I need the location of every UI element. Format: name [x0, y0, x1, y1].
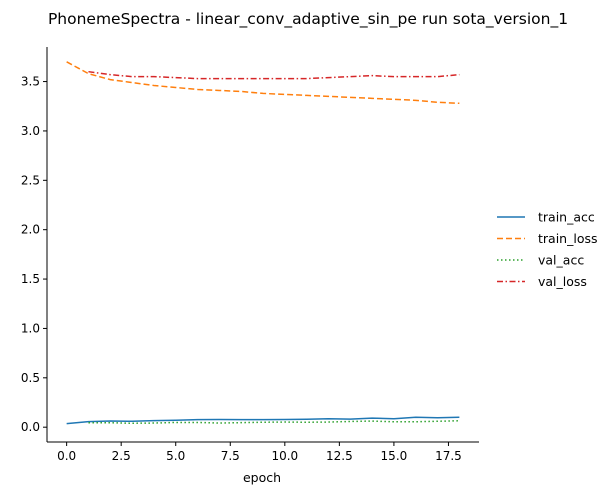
y-tick-label: 3.0	[21, 124, 40, 138]
series-line-val-acc	[88, 420, 460, 424]
y-tick-label: 3.5	[21, 75, 40, 89]
x-tick-label: 5.0	[166, 449, 185, 463]
y-tick-label: 2.0	[21, 223, 40, 237]
y-tick-label: 2.5	[21, 173, 40, 187]
y-tick-label: 0.0	[21, 420, 40, 434]
x-tick-label: 0.0	[57, 449, 76, 463]
plot-area	[66, 61, 460, 425]
legend-label-train-loss: train_loss	[538, 231, 598, 246]
legend-label-train-acc: train_acc	[538, 210, 595, 225]
x-tick-label: 12.5	[326, 449, 353, 463]
x-tick-label: 7.5	[221, 449, 240, 463]
y-tick-label: 0.5	[21, 371, 40, 385]
y-axis: 0.0 0.5 1.0 1.5 2.0 2.5 3.0 3.5	[21, 47, 48, 442]
y-tick-label: 1.5	[21, 272, 40, 286]
x-tick-label: 15.0	[381, 449, 408, 463]
legend: train_acc train_loss val_acc val_loss	[497, 210, 598, 289]
legend-label-val-acc: val_acc	[538, 253, 584, 268]
x-tick-label: 10.0	[271, 449, 298, 463]
series-line-val-loss	[88, 70, 460, 80]
x-axis: 0.0 2.5 5.0 7.5 10.0 12.5 15.0 17.5	[47, 441, 479, 463]
x-tick-label: 2.5	[112, 449, 131, 463]
series-line-train-acc	[66, 416, 460, 425]
x-tick-label: 17.5	[435, 449, 462, 463]
y-tick-label: 1.0	[21, 321, 40, 335]
series-line-train-loss	[66, 61, 460, 105]
legend-label-val-loss: val_loss	[538, 274, 587, 289]
chart-title: PhonemeSpectra - linear_conv_adaptive_si…	[48, 10, 568, 29]
x-axis-label: epoch	[243, 470, 281, 485]
